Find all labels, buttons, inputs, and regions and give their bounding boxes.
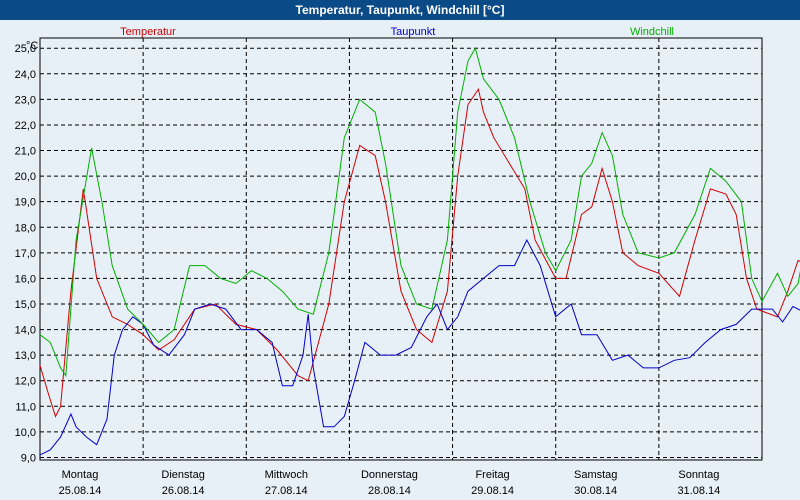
- x-axis: Montag 25.08.14 Dienstag 26.08.14 Mittwoch 27…: [59, 469, 721, 497]
- y-tick-label: 9,0: [21, 452, 36, 464]
- y-tick-label: 25,0: [15, 43, 36, 55]
- y-tick-label: 19,0: [15, 197, 36, 209]
- y-tick-label: 24,0: [15, 69, 36, 81]
- x-tick-date: 30.08.14: [574, 485, 617, 497]
- x-tick-weekday: Sonntag: [678, 469, 719, 481]
- y-tick-label: 17,0: [15, 248, 36, 260]
- series-lines: [39, 46, 800, 456]
- y-tick-label: 12,0: [15, 376, 36, 388]
- y-tick-label: 15,0: [15, 299, 36, 311]
- x-tick-date: 27.08.14: [265, 485, 308, 497]
- y-tick-label: 11,0: [15, 401, 36, 413]
- x-tick-weekday: Montag: [62, 469, 99, 481]
- legend: Temperatur Taupunkt Windchill: [120, 26, 674, 38]
- x-tick-weekday: Mittwoch: [265, 469, 308, 481]
- y-tick-label: 20,0: [15, 171, 36, 183]
- y-tick-label: 14,0: [15, 325, 36, 337]
- x-tick-date: 31.08.14: [677, 485, 720, 497]
- y-tick-label: 22,0: [15, 120, 36, 132]
- series-line-temperatur: [39, 87, 800, 418]
- x-tick-weekday: Freitag: [475, 469, 509, 481]
- y-axis: 9,0 10,0 11,0 12,0 13,0 14,0 15,0 16,0 17,0 18,0 1…: [15, 43, 36, 464]
- x-tick-date: 28.08.14: [368, 485, 411, 497]
- y-tick-label: 23,0: [15, 94, 36, 106]
- x-tick-date: 29.08.14: [471, 485, 514, 497]
- x-tick-weekday: Dienstag: [161, 469, 204, 481]
- y-tick-label: 13,0: [15, 350, 36, 362]
- y-tick-label: 10,0: [15, 427, 36, 439]
- x-tick-date: 25.08.14: [59, 485, 102, 497]
- y-tick-label: 21,0: [15, 146, 36, 158]
- x-tick-weekday: Donnerstag: [361, 469, 418, 481]
- grid: [40, 38, 762, 460]
- chart: 9,0 10,0 11,0 12,0 13,0 14,0 15,0 16,0 17,0 18,0 1…: [15, 26, 800, 497]
- legend-temperatur: Temperatur: [120, 26, 176, 38]
- plot-area: [39, 37, 763, 461]
- y-axis-label: °C: [26, 40, 38, 52]
- y-tick-label: 18,0: [15, 222, 36, 234]
- legend-taupunkt: Taupunkt: [391, 26, 436, 38]
- window-title: Temperatur, Taupunkt, Windchill [°C]: [0, 0, 800, 20]
- x-tick-weekday: Samstag: [574, 469, 617, 481]
- legend-windchill: Windchill: [630, 26, 674, 38]
- x-tick-date: 26.08.14: [162, 485, 205, 497]
- series-line-windchill: [39, 46, 800, 378]
- y-tick-label: 16,0: [15, 273, 36, 285]
